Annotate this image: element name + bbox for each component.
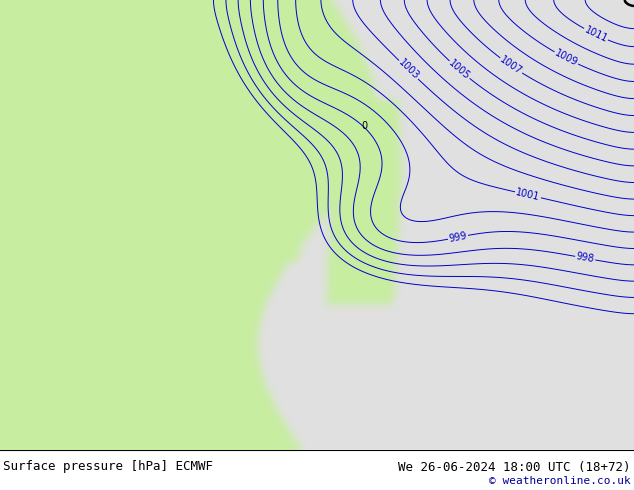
Text: 1005: 1005 [447, 58, 472, 82]
Text: 1001: 1001 [515, 187, 541, 202]
Text: We 26-06-2024 18:00 UTC (18+72): We 26-06-2024 18:00 UTC (18+72) [398, 461, 631, 474]
Text: Surface pressure [hPa] ECMWF: Surface pressure [hPa] ECMWF [3, 460, 213, 473]
Text: 1011: 1011 [583, 24, 609, 45]
Text: 1009: 1009 [553, 48, 579, 68]
Text: © weatheronline.co.uk: © weatheronline.co.uk [489, 476, 631, 486]
Text: 1007: 1007 [498, 54, 524, 77]
Text: 1003: 1003 [396, 58, 421, 82]
Text: 0: 0 [361, 121, 368, 131]
Text: 999: 999 [448, 231, 468, 244]
Text: 998: 998 [575, 251, 595, 265]
